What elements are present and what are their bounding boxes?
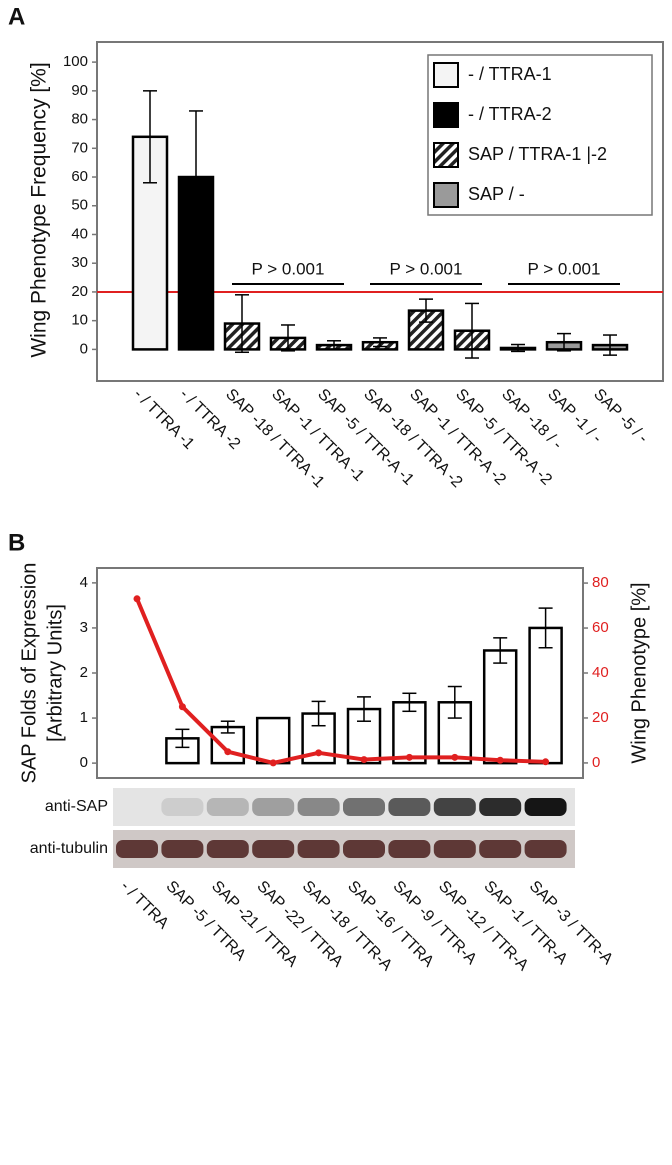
blot-band [252,798,295,816]
legend-swatch [433,182,459,208]
y-tick-label: 0 [80,340,88,357]
panel-label: A [8,3,25,30]
blot-band [388,798,431,816]
y-tick-label: 40 [71,225,88,242]
bar [437,701,473,765]
blot-band [433,798,476,816]
annotation: P > 0.001 [528,259,601,278]
legend-label: - / TTRA-2 [468,104,552,124]
blot-band [297,798,340,816]
y-tick-label: 30 [71,254,88,271]
y-tick-label: 80 [71,111,88,128]
line-point [496,756,504,764]
blot-band [297,840,340,858]
line-point [269,759,277,767]
x-tick-label: SAP -9 / TTR-A [390,878,480,968]
blot-band [479,798,522,816]
blot-band [343,798,385,816]
line-point [315,749,323,757]
blot-band [343,840,385,858]
blot-band [388,840,431,858]
y-tick-label: 1 [80,709,88,726]
plot-frame [96,41,664,382]
y-tick-label: 10 [71,312,88,329]
y-tick-label: 0 [80,754,88,771]
panel-label: B [8,529,25,556]
y-tick-label: 4 [80,574,88,591]
y-tick-label: 20 [71,283,88,300]
line-point [451,753,459,761]
legend-label: SAP / - [468,184,525,204]
blot-band [252,840,295,858]
line-point [360,756,368,764]
line-point [224,748,232,756]
annotation: P > 0.001 [252,259,325,278]
x-tick-label: SAP -1 / TTR-A [480,878,570,968]
blot-band [116,840,158,858]
y-tick-label: 50 [71,197,88,214]
blot-band [524,798,567,816]
blot-band [161,840,204,858]
legend-label: - / TTRA-1 [468,64,552,84]
y2-tick-label: 20 [592,709,609,726]
legend-swatch [433,102,459,128]
y2-tick-label: 40 [592,664,609,681]
legend-swatch [433,142,459,168]
blot-band [479,840,522,858]
x-tick-label: SAP -5 / TTRA [163,878,250,965]
line-point [133,595,141,603]
bar [255,716,291,765]
legend-frame [427,54,653,216]
y-tick-label: 100 [63,53,88,70]
blot-band [524,840,567,858]
x-tick-label: - / TTRA [117,878,172,933]
blot-band [433,840,476,858]
line-series [135,598,546,765]
annotation: P > 0.001 [390,259,463,278]
y-axis-title: SAP Folds of Expression [18,563,40,784]
y-axis-title: [Arbitrary Units] [44,604,66,742]
y-tick-label: 2 [80,664,88,681]
blot-label: anti-SAP [45,798,108,815]
y2-tick-label: 80 [592,574,609,591]
y2-tick-label: 0 [592,754,600,771]
bar [482,649,518,765]
line-point [178,703,186,711]
y-tick-label: 3 [80,619,88,636]
blot-label: anti-tubulin [30,840,108,857]
y-axis-title: Wing Phenotype Frequency [%] [28,62,51,357]
y-tick-label: 70 [71,139,88,156]
line-point [542,758,550,766]
y2-axis-title: Wing Phenotype [%] [628,582,650,763]
x-tick-label: SAP -3 / TTR-A [526,878,616,968]
legend-swatch [433,62,459,88]
line-point [405,753,413,761]
legend-label: SAP / TTRA-1 |-2 [468,144,607,164]
blot-band [206,798,249,816]
y2-tick-label: 60 [592,619,609,636]
y-tick-label: 90 [71,82,88,99]
bar [528,626,563,765]
blot-band [161,798,204,816]
blot-band [206,840,249,858]
y-tick-label: 60 [71,168,88,185]
